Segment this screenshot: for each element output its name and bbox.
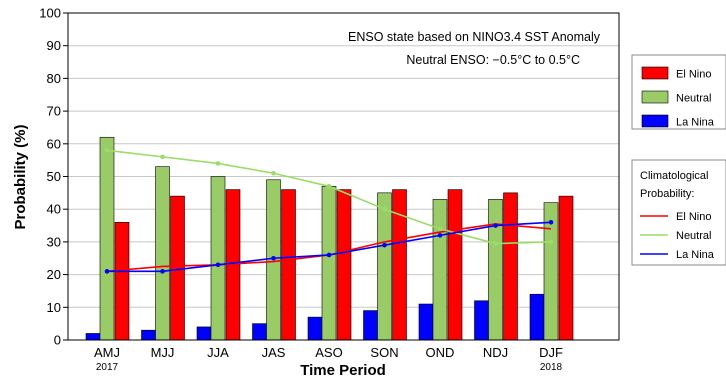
bar-legend: El Nino Neutral La Nina: [631, 54, 726, 130]
bar-la-nina-mjj: [141, 329, 156, 341]
bar-neutral-aso: [321, 186, 337, 341]
annotation-enso-state: ENSO state based on NINO3.4 SST Anomaly: [348, 30, 601, 44]
y-tick-label-40: 40: [47, 202, 61, 217]
climatology-point-neutral-aso: [326, 184, 332, 189]
year-label-2017: 2017: [96, 362, 119, 373]
x-tick-label-ond: OND: [426, 345, 455, 360]
y-tick-label-20: 20: [47, 267, 61, 282]
climatology-legend-label-el-nino: El Nino: [676, 211, 711, 223]
bar-legend-label-neutral: Neutral: [676, 93, 711, 105]
climatology-point-la-nina-son: [382, 242, 387, 248]
bar-la-nina-aso: [307, 316, 323, 341]
climatology-point-la-nina-mjj: [160, 269, 165, 274]
bar-el-nino-mjj: [170, 195, 185, 341]
climatology-legend-title-line1: Climatological: [640, 170, 708, 182]
x-tick-label-amj: AMJ: [94, 345, 120, 360]
climatology-point-neutral-mjj: [160, 154, 165, 160]
y-tick-label-10: 10: [47, 300, 61, 315]
bar-legend-label-la-nina: La Nina: [676, 117, 715, 129]
climatology-point-neutral-son: [382, 206, 387, 212]
climatology-point-la-nina-jas: [271, 255, 276, 261]
y-tick-label-80: 80: [47, 71, 61, 86]
x-axis-ticks: AMJ MJJ JJA JAS ASO SON OND NDJ DJF 2017 2018: [94, 345, 563, 373]
climatology-point-neutral-ndj: [493, 241, 498, 246]
bar-el-nino-aso: [336, 189, 352, 341]
bar-el-nino-djf: [558, 195, 574, 341]
bar-la-nina-amj: [85, 333, 101, 341]
climatology-point-neutral-ond: [437, 226, 443, 232]
x-tick-label-jja: JJA: [207, 345, 229, 360]
bar-la-nina-djf: [529, 293, 545, 341]
annotation-neutral-range: Neutral ENSO: −0.5°C to 0.5°C: [406, 53, 580, 67]
climatology-legend-label-la-nina: La Nina: [676, 249, 715, 261]
climatology-point-la-nina-aso: [326, 252, 332, 258]
y-tick-label-0: 0: [54, 333, 61, 348]
bar-la-nina-son: [363, 310, 378, 341]
x-tick-label-son: SON: [370, 345, 398, 360]
year-label-2018: 2018: [540, 362, 563, 373]
climatology-legend-frame: [631, 159, 726, 266]
climatology-legend-label-neutral: Neutral: [676, 230, 711, 242]
bar-neutral-amj: [99, 136, 115, 341]
x-tick-label-aso: ASO: [315, 345, 342, 360]
x-tick-label-mjj: MJJ: [151, 345, 175, 360]
x-tick-label-jas: JAS: [262, 345, 286, 360]
climatology-point-la-nina-jja: [215, 262, 221, 268]
bar-legend-label-el-nino: El Nino: [676, 69, 711, 81]
climatology-point-neutral-jas: [271, 170, 276, 176]
bar-la-nina-jja: [196, 326, 212, 341]
climatology-point-neutral-djf: [548, 239, 554, 245]
climatology-point-la-nina-djf: [548, 219, 554, 225]
bar-la-nina-ndj: [474, 300, 489, 341]
bar-legend-swatch-el-nino: [641, 66, 669, 80]
climatology-point-neutral-amj: [104, 148, 110, 153]
climatology-legend: Climatological Probability: El Nino Neutr…: [631, 159, 726, 266]
bar-la-nina-jas: [252, 323, 267, 341]
bar-neutral-ond: [432, 199, 448, 341]
climatology-point-la-nina-amj: [104, 269, 110, 274]
bar-legend-swatch-neutral: [641, 90, 669, 104]
climatology-legend-title-line2: Probability:: [640, 188, 694, 200]
x-axis-title: Time Period: [300, 362, 386, 379]
bar-el-nino-jas: [281, 189, 296, 341]
climatology-point-neutral-jja: [215, 161, 221, 166]
y-tick-label-50: 50: [47, 169, 61, 184]
bar-neutral-jja: [210, 176, 226, 341]
bar-el-nino-ond: [447, 189, 463, 341]
y-tick-label-100: 100: [39, 6, 61, 21]
bar-la-nina-ond: [418, 303, 434, 341]
bar-neutral-son: [377, 192, 392, 341]
climatology-point-la-nina-ndj: [493, 223, 498, 228]
climatology-lines: [104, 148, 554, 274]
bar-series: [85, 136, 574, 341]
y-tick-label-60: 60: [47, 136, 61, 151]
y-tick-label-30: 30: [47, 234, 61, 249]
x-tick-label-ndj: NDJ: [483, 345, 508, 360]
x-tick-label-djf: DJF: [539, 345, 563, 360]
y-axis-title: Probability (%): [12, 124, 29, 229]
climatology-point-la-nina-ond: [437, 233, 443, 238]
y-axis-ticks: 0 10 20 30 40 50 60 70 80 90 100: [39, 6, 68, 348]
y-tick-label-90: 90: [47, 38, 61, 53]
bar-legend-swatch-la-nina: [641, 114, 669, 128]
bar-neutral-ndj: [488, 199, 503, 341]
bar-neutral-mjj: [155, 166, 170, 341]
bar-el-nino-ndj: [503, 192, 518, 341]
y-tick-label-70: 70: [47, 104, 61, 119]
bar-el-nino-amj: [114, 221, 130, 341]
